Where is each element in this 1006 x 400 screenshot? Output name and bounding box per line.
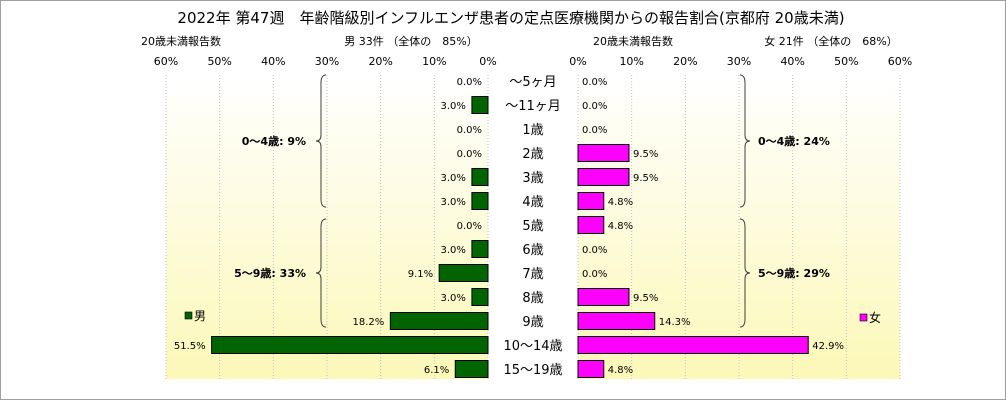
male-bar <box>454 360 489 378</box>
right-axis-ticks: 0% 10% 20% 30% 40% 50% 60% <box>569 55 912 68</box>
female-bar <box>577 168 630 186</box>
female-tick-label: 0% <box>569 55 586 68</box>
male-bar <box>471 240 489 258</box>
male-series: 0.0% 3.0% 0.0% 0.0% 3.0% 3.0% 0.0% 3.0% 9.1% 3.0%… <box>174 77 489 378</box>
legend-female: 女 <box>859 310 881 325</box>
category-label: 10～14歳 <box>503 339 562 354</box>
legend-male-swatch <box>184 311 193 320</box>
left-axis-ticks: 60% 50% 40% 30% 20% 10% 0% <box>154 55 497 68</box>
category-label: 3歳 <box>522 171 543 186</box>
category-label: ～11ヶ月 <box>505 99 561 114</box>
age-group-label: 5～9歳: 33% <box>234 266 306 280</box>
male-tick-label: 10% <box>422 55 446 68</box>
female-data-label: 4.8% <box>608 221 633 232</box>
female-data-label: 0.0% <box>582 245 607 256</box>
female-bar <box>577 336 809 354</box>
age-group-bracket <box>739 218 751 328</box>
male-tick-label: 40% <box>261 55 285 68</box>
male-data-label: 0.0% <box>457 125 482 136</box>
male-data-label: 6.1% <box>424 365 449 376</box>
female-tick-label: 40% <box>780 55 804 68</box>
legend-female-label: 女 <box>869 310 881 325</box>
male-bar <box>471 96 489 114</box>
age-group-bracket <box>315 74 327 208</box>
female-bar <box>577 312 656 330</box>
male-tick-label: 30% <box>315 55 339 68</box>
right-caption: 20歳未満報告数 <box>593 35 673 48</box>
male-tick-label: 60% <box>154 55 178 68</box>
age-group-label: 0～4歳: 9% <box>242 134 306 148</box>
female-data-label: 0.0% <box>582 125 607 136</box>
female-tick-label: 60% <box>888 55 912 68</box>
male-data-label: 18.2% <box>353 317 385 328</box>
left-header: 男 33件 （全体の 85%） <box>344 34 477 48</box>
age-group-bracket <box>739 74 751 208</box>
male-data-label: 3.0% <box>440 197 465 208</box>
female-bar <box>577 192 605 210</box>
female-data-label: 9.5% <box>633 173 658 184</box>
male-data-label: 9.1% <box>408 269 433 280</box>
female-data-label: 0.0% <box>582 269 607 280</box>
category-labels: ～5ヶ月 ～11ヶ月 1歳 2歳 3歳 4歳 5歳 6歳 7歳 8歳 9歳 10～14歳 15～19歳 <box>503 75 562 378</box>
female-data-label: 42.9% <box>812 341 844 352</box>
male-data-label: 3.0% <box>440 173 465 184</box>
male-bar <box>471 192 489 210</box>
male-tick-label: 0% <box>479 55 496 68</box>
category-label: 5歳 <box>522 219 543 234</box>
age-group-brackets: 0～4歳: 9% 5～9歳: 33% 0～4歳: 24% 5～9歳: 29% <box>234 74 830 328</box>
male-data-label: 51.5% <box>174 341 206 352</box>
left-caption: 20歳未満報告数 <box>141 35 221 48</box>
female-tick-label: 10% <box>619 55 643 68</box>
female-data-label: 14.3% <box>659 317 691 328</box>
category-label: 2歳 <box>522 147 543 162</box>
male-data-label: 3.0% <box>440 293 465 304</box>
male-data-label: 3.0% <box>440 245 465 256</box>
category-label: 7歳 <box>522 267 543 282</box>
female-tick-label: 30% <box>727 55 751 68</box>
female-series: 0.0% 0.0% 0.0% 9.5% 9.5% 4.8% 4.8% 0.0% 0.0% 9.5%… <box>577 77 844 378</box>
male-bar <box>389 312 489 330</box>
female-bar <box>577 288 630 306</box>
female-data-label: 0.0% <box>582 77 607 88</box>
female-tick-label: 50% <box>834 55 858 68</box>
male-tick-label: 50% <box>207 55 231 68</box>
chart-title: 2022年 第47週 年齢階級別インフルエンザ患者の定点医療機関からの報告割合(… <box>177 9 844 27</box>
female-bar <box>577 360 605 378</box>
female-data-label: 0.0% <box>582 101 607 112</box>
age-group-label: 0～4歳: 24% <box>758 134 830 148</box>
male-data-label: 0.0% <box>457 221 482 232</box>
male-bar <box>471 168 489 186</box>
category-label: 1歳 <box>522 123 543 138</box>
right-header: 女 21件 （全体の 68%） <box>764 34 897 48</box>
category-label: ～5ヶ月 <box>509 75 556 90</box>
female-bar <box>577 144 630 162</box>
female-bar <box>577 216 605 234</box>
legend-male: 男 <box>184 309 206 323</box>
legend-female-swatch <box>859 313 868 322</box>
male-data-label: 0.0% <box>457 149 482 160</box>
male-bar <box>438 264 489 282</box>
male-bar <box>471 288 489 306</box>
age-group-label: 5～9歳: 29% <box>758 266 830 280</box>
male-bar <box>211 336 489 354</box>
category-label: 15～19歳 <box>503 363 562 378</box>
category-label: 9歳 <box>522 315 543 330</box>
female-data-label: 4.8% <box>608 365 633 376</box>
female-data-label: 4.8% <box>608 197 633 208</box>
category-label: 6歳 <box>522 243 543 258</box>
male-tick-label: 20% <box>368 55 392 68</box>
female-tick-label: 20% <box>673 55 697 68</box>
category-label: 4歳 <box>522 195 543 210</box>
female-data-label: 9.5% <box>633 149 658 160</box>
male-data-label: 0.0% <box>457 77 482 88</box>
female-data-label: 9.5% <box>633 293 658 304</box>
legend-male-label: 男 <box>194 309 206 323</box>
category-label: 8歳 <box>522 291 543 306</box>
male-data-label: 3.0% <box>440 101 465 112</box>
age-group-bracket <box>315 218 327 328</box>
